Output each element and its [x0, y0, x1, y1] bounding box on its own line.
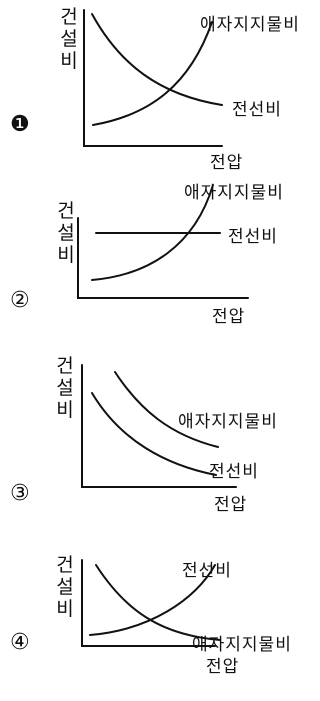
falling-curve — [95, 564, 221, 641]
y-axis-label: 건설비 — [56, 554, 74, 620]
axis-lines — [81, 559, 216, 647]
x-axis-label: 전압 — [210, 153, 244, 173]
option-4-graph: 건설비 전선비 애자지지물비 전압 ④ — [0, 530, 320, 701]
axis-lines — [83, 9, 223, 147]
rising-curve — [91, 184, 214, 281]
option-number[interactable]: ② — [10, 288, 30, 313]
x-axis-label: 전압 — [214, 495, 248, 515]
lower-curve-label: 전선비 — [209, 462, 259, 482]
option-number[interactable]: ③ — [10, 481, 30, 506]
option-1-plot — [83, 9, 223, 147]
falling-curve — [91, 13, 223, 106]
flat-line-label: 전선비 — [228, 227, 278, 247]
y-axis-label: 건설비 — [56, 355, 74, 421]
falling-curve-label: 애자지지물비 — [192, 635, 292, 655]
x-axis-label: 전압 — [212, 307, 246, 327]
y-axis-label: 건설비 — [57, 200, 75, 266]
option-2-plot — [77, 184, 249, 299]
option-1-graph: 건설비 애자지지물비 전선비 전압 ❶ — [0, 0, 320, 173]
option-3-plot — [81, 364, 237, 488]
axis-lines — [81, 364, 237, 488]
rising-curve-label: 전선비 — [182, 561, 232, 581]
upper-curve — [114, 371, 219, 448]
y-axis-label: 건설비 — [60, 6, 78, 72]
option-2-graph: 건설비 애자지지물비 전선비 전압 ② — [0, 170, 320, 345]
rising-curve — [89, 564, 216, 636]
x-axis-label: 전압 — [206, 657, 240, 677]
option-3-graph: 건설비 애자지지물비 전선비 전압 ③ — [0, 345, 320, 530]
option-number[interactable]: ❶ — [10, 112, 30, 137]
option-4-plot — [81, 559, 221, 647]
rising-curve — [92, 21, 213, 126]
option-number[interactable]: ④ — [10, 630, 30, 655]
axis-lines — [77, 217, 249, 299]
rising-curve-label: 애자지지물비 — [184, 183, 284, 203]
falling-curve-label: 전선비 — [232, 100, 282, 120]
rising-curve-label: 애자지지물비 — [200, 15, 300, 35]
lower-curve — [91, 392, 217, 476]
upper-curve-label: 애자지지물비 — [178, 412, 278, 432]
